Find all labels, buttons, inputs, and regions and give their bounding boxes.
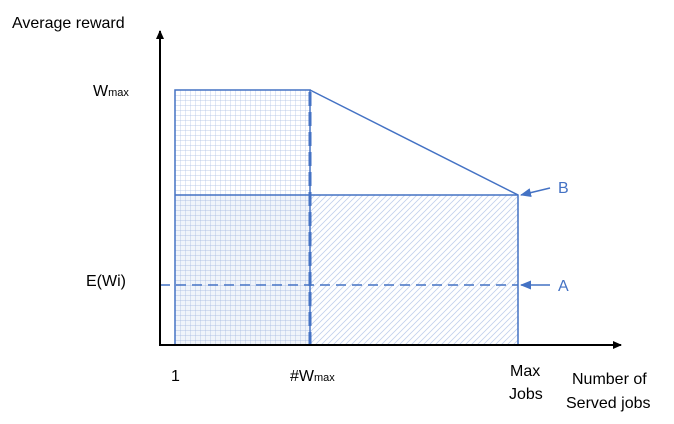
max-jobs-line1: Max bbox=[510, 363, 540, 380]
x-one-label: 1 bbox=[171, 368, 180, 385]
wmax-label: Wmax bbox=[93, 83, 129, 100]
region-right bbox=[310, 195, 518, 345]
x-axis-label-line2: Served jobs bbox=[566, 395, 651, 412]
num-wmax-label: #Wmax bbox=[290, 368, 335, 385]
y-axis-label: Average reward bbox=[12, 15, 125, 32]
wmax-sub: max bbox=[108, 87, 129, 99]
wmax-base: W bbox=[93, 83, 109, 100]
region-left bbox=[175, 90, 310, 345]
x-axis-label-line1: Number of bbox=[572, 371, 647, 388]
max-jobs-line2: Jobs bbox=[509, 386, 543, 403]
num-wmax-sub: max bbox=[314, 372, 335, 384]
arrow-b bbox=[520, 187, 551, 198]
e-wi-label: E(Wi) bbox=[86, 273, 126, 290]
marker-a: A bbox=[558, 278, 569, 295]
marker-b: B bbox=[558, 180, 569, 197]
region-overlap bbox=[175, 195, 310, 345]
num-wmax-base: #W bbox=[290, 368, 315, 385]
